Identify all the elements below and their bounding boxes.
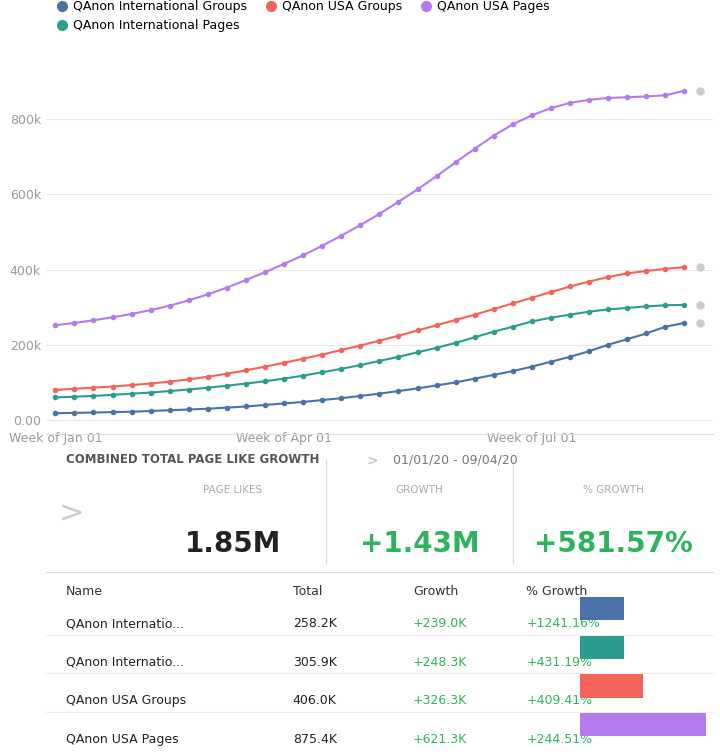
Text: 258.2K: 258.2K <box>292 617 336 631</box>
Text: % GROWTH: % GROWTH <box>582 485 644 495</box>
Text: +248.3K: +248.3K <box>413 655 467 669</box>
Text: QAnon Internatio...: QAnon Internatio... <box>66 617 184 631</box>
Text: QAnon USA Groups: QAnon USA Groups <box>66 695 186 708</box>
Text: Name: Name <box>66 585 103 598</box>
Text: 875.4K: 875.4K <box>292 733 337 746</box>
Bar <box>580 674 643 698</box>
Text: QAnon USA Pages: QAnon USA Pages <box>66 733 179 746</box>
Text: COMBINED TOTAL PAGE LIKE GROWTH: COMBINED TOTAL PAGE LIKE GROWTH <box>66 454 319 466</box>
Text: QAnon Internatio...: QAnon Internatio... <box>66 655 184 669</box>
Text: +581.57%: +581.57% <box>534 531 693 559</box>
Text: 305.9K: 305.9K <box>292 655 336 669</box>
Text: +431.19%: +431.19% <box>526 655 593 669</box>
Bar <box>580 713 706 736</box>
Text: 406.0K: 406.0K <box>292 695 336 708</box>
Text: +239.0K: +239.0K <box>413 617 467 631</box>
Bar <box>580 636 624 659</box>
Text: 01/01/20 - 09/04/20: 01/01/20 - 09/04/20 <box>393 454 518 466</box>
Text: +621.3K: +621.3K <box>413 733 467 746</box>
Legend: QAnon International Groups, QAnon International Pages, QAnon USA Groups, QAnon U: QAnon International Groups, QAnon Intern… <box>52 0 555 38</box>
Text: % Growth: % Growth <box>526 585 588 598</box>
Text: +1241.16%: +1241.16% <box>526 617 600 631</box>
Text: >: > <box>59 500 85 529</box>
Text: 1.85M: 1.85M <box>184 531 281 559</box>
Text: Total: Total <box>292 585 322 598</box>
Text: >: > <box>366 454 378 467</box>
Text: +326.3K: +326.3K <box>413 695 467 708</box>
Bar <box>580 597 624 621</box>
Text: +1.43M: +1.43M <box>360 531 480 559</box>
Text: PAGE LIKES: PAGE LIKES <box>203 485 262 495</box>
Text: GROWTH: GROWTH <box>395 485 444 495</box>
Text: +409.41%: +409.41% <box>526 695 593 708</box>
Text: Growth: Growth <box>413 585 458 598</box>
Text: +244.51%: +244.51% <box>526 733 593 746</box>
